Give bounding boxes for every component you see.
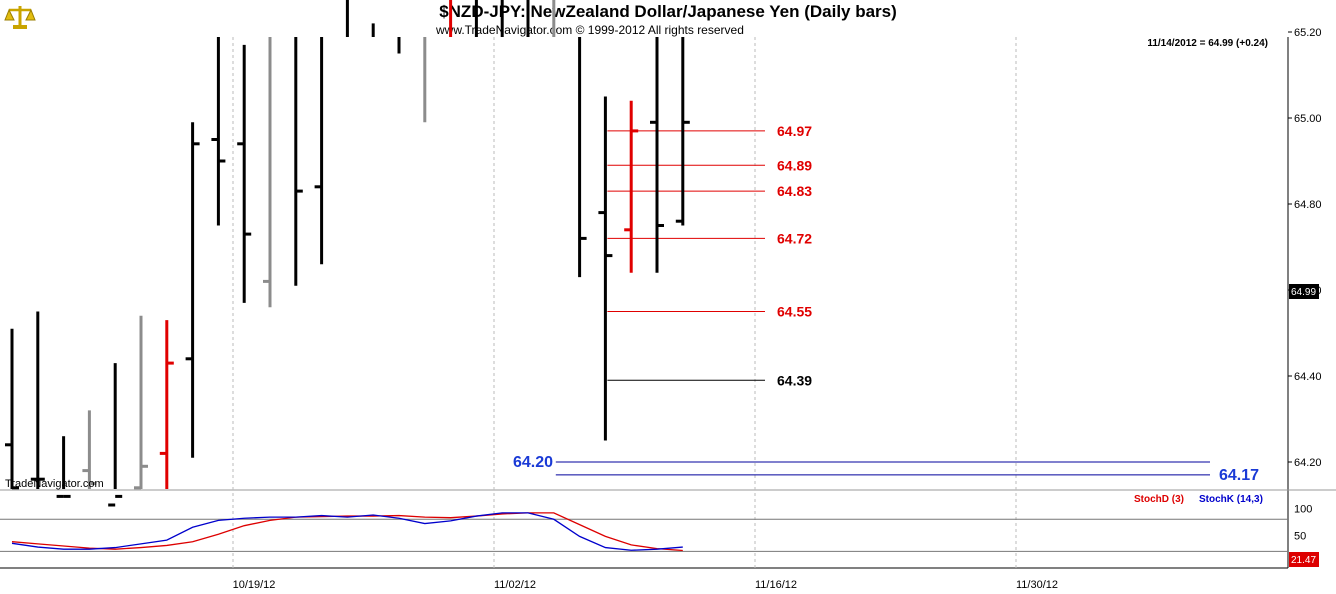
y-tick-label: 64.20 (1294, 457, 1322, 469)
ohlc-bar (5, 328, 19, 490)
ohlc-bar (624, 100, 639, 273)
ohlc-bar (345, 0, 349, 37)
ohlc-bar (314, 37, 324, 265)
ohlc-bar (159, 320, 174, 489)
blue-level-label: 64.20 (513, 454, 553, 471)
x-tick-label: 11/02/12 (494, 579, 536, 591)
ohlc-bar (263, 37, 272, 308)
ohlc-bar (294, 37, 303, 286)
vertical-gridlines (232, 37, 1017, 568)
red-level-label: 64.72 (777, 230, 812, 246)
ohlc-bar (552, 0, 556, 37)
ohlc-bar (185, 122, 200, 458)
watermark: TradeNavigator.com (5, 478, 104, 490)
ohlc-bar (474, 0, 478, 37)
stoch-last-badge: 21.47 (1289, 552, 1319, 567)
red-level-label: 64.83 (777, 183, 812, 199)
ohlc-bar (30, 311, 45, 489)
black-level-label: 64.39 (777, 372, 812, 388)
svg-text:21.47: 21.47 (1291, 555, 1316, 566)
stoch-y-tick-label: 100 (1294, 504, 1312, 516)
stoch-k-line (11, 512, 683, 551)
blue-level-label: 64.17 (1219, 467, 1259, 484)
stochastic-pane (0, 512, 1288, 552)
x-tick-label: 11/16/12 (755, 579, 797, 591)
price-bars (5, 0, 690, 507)
ohlc-bar (423, 37, 427, 123)
ohlc-bar (578, 37, 587, 278)
date-axis-ticks: 10/19/12 11/02/12 11/16/12 11/30/12 (233, 579, 1058, 591)
x-tick-label: 10/19/12 (233, 579, 276, 591)
ohlc-bar (211, 37, 226, 226)
ohlc-bar (237, 44, 252, 303)
ohlc-bar (650, 37, 664, 273)
y-tick-label: 64.40 (1294, 371, 1322, 383)
legend-stoch-d: StochD (3) (1134, 494, 1184, 505)
x-tick-label: 11/30/12 (1016, 579, 1058, 591)
ohlc-bar (82, 410, 97, 489)
y-tick-label: 65.20 (1294, 27, 1322, 39)
ohlc-bar (56, 436, 71, 498)
y-tick-label: 65.00 (1294, 113, 1322, 125)
gold-scale-logo-icon[interactable] (4, 3, 36, 29)
ohlc-bar (371, 23, 375, 37)
red-level-label: 64.89 (777, 157, 812, 173)
red-level-label: 64.97 (777, 123, 812, 139)
legend-stoch-k: StochK (14,3) (1199, 494, 1263, 505)
stoch-y-tick-label: 50 (1294, 530, 1306, 542)
stoch-d-line (11, 512, 683, 552)
y-tick-label: 64.80 (1294, 199, 1322, 211)
ohlc-bar (598, 96, 613, 441)
copyright-notice: www.TradeNavigator.com © 1999-2012 All r… (435, 23, 744, 37)
svg-text:64.99: 64.99 (1291, 287, 1316, 298)
ohlc-bar (675, 37, 690, 226)
last-price-info: 11/14/2012 = 64.99 (+0.24) (1147, 38, 1268, 49)
last-price-badge: 64.99 (1289, 284, 1319, 299)
ohlc-bar (134, 315, 148, 490)
ohlc-bar (449, 0, 453, 37)
ohlc-bar (397, 37, 401, 54)
ohlc-bar (108, 363, 123, 507)
red-level-label: 64.55 (777, 304, 812, 320)
chart-title: $NZD-JPY: NewZealand Dollar/Japanese Yen… (439, 2, 897, 21)
